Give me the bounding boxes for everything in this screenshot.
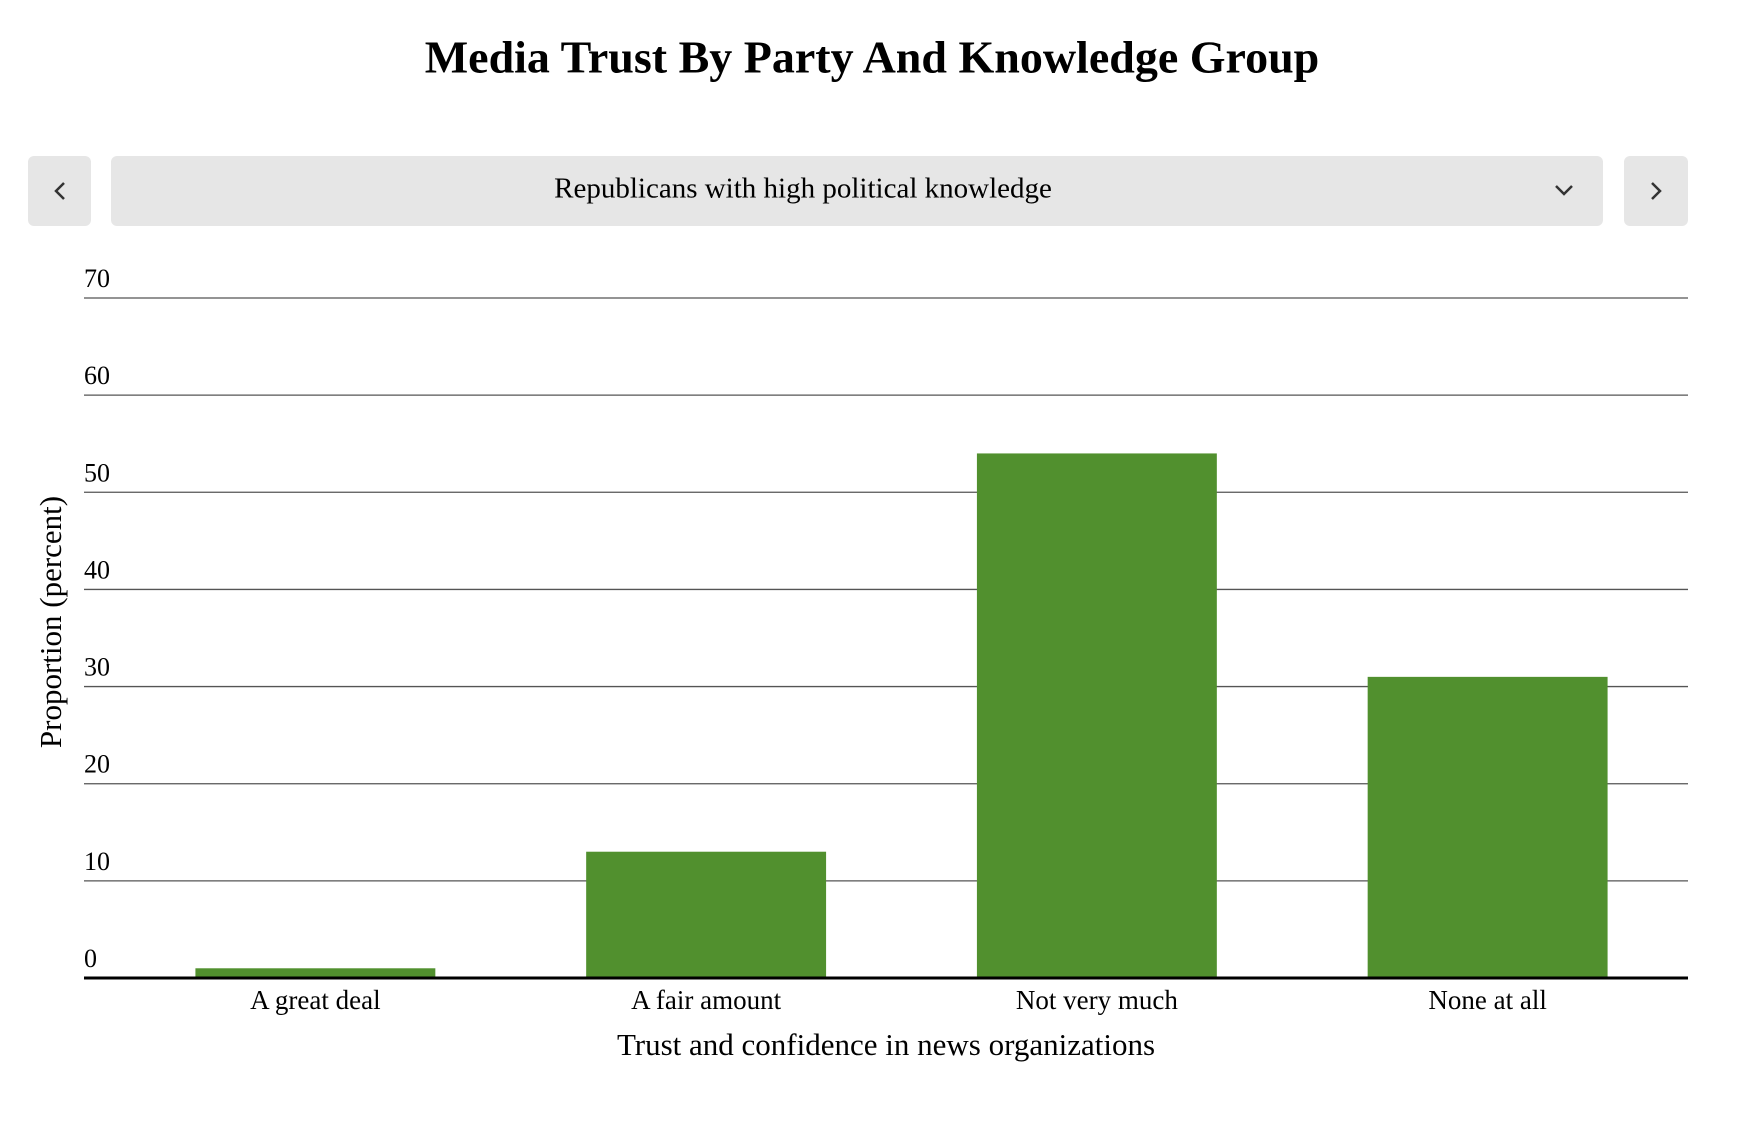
dropdown-icon [1555, 185, 1573, 196]
dropdown-bg[interactable] [111, 156, 1603, 226]
prev-icon [54, 182, 65, 200]
x-axis-label: Trust and confidence in news organizatio… [617, 1027, 1155, 1062]
y-tick-label: 20 [84, 750, 110, 779]
next-button-bg[interactable] [1624, 156, 1688, 226]
y-tick-label: 10 [84, 847, 110, 876]
y-tick-label: 50 [84, 458, 110, 487]
prev-button[interactable] [28, 156, 91, 226]
bar [195, 968, 436, 978]
y-tick-label: 40 [84, 555, 110, 584]
next-icon [1651, 182, 1662, 200]
group-dropdown[interactable]: Republicans with high political knowledg… [111, 156, 1603, 226]
x-tick-label: None at all [1428, 985, 1546, 1015]
chart-title: Media Trust By Party And Knowledge Group [425, 32, 1320, 83]
x-tick-label: Not very much [1016, 985, 1178, 1015]
y-tick-label: 0 [84, 944, 97, 973]
y-axis-label: Proportion (percent) [33, 496, 68, 748]
bar [1367, 676, 1608, 978]
y-tick-label: 30 [84, 653, 110, 682]
x-tick-label: A fair amount [631, 985, 781, 1015]
y-tick-label: 60 [84, 361, 110, 390]
dropdown-label: Republicans with high political knowledg… [554, 173, 1052, 205]
bar [976, 453, 1217, 978]
bar [586, 851, 827, 978]
y-tick-label: 70 [84, 264, 110, 293]
next-button[interactable] [1624, 156, 1688, 226]
x-tick-label: A great deal [250, 985, 380, 1015]
prev-button-bg[interactable] [28, 156, 91, 226]
